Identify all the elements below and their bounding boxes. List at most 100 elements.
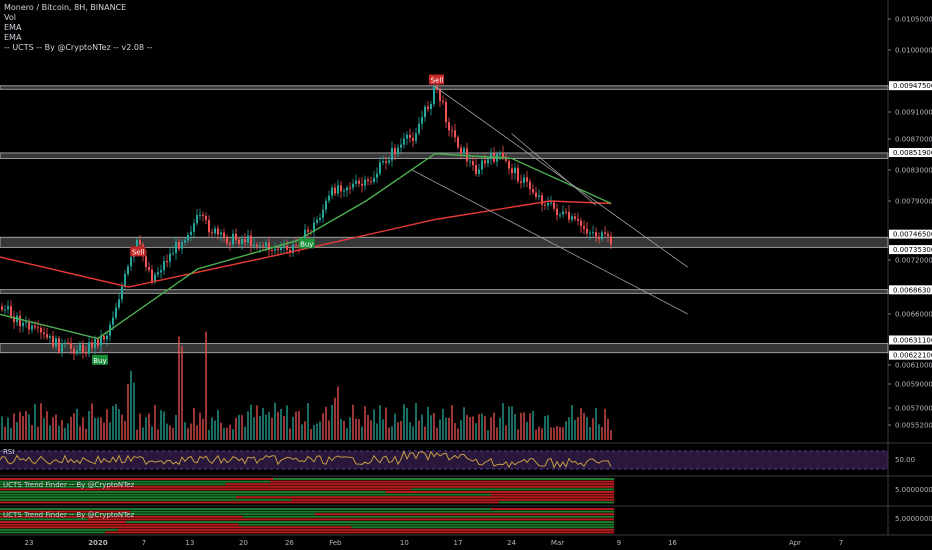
volume-bar: [115, 404, 117, 440]
candle-body: [514, 167, 516, 174]
volume-bar: [67, 423, 69, 440]
volume-bar: [487, 429, 489, 440]
candle-body: [520, 181, 522, 183]
volume-bar: [451, 405, 453, 440]
price-label-box: [889, 285, 932, 295]
candle-body: [82, 344, 84, 353]
volume-bar: [400, 421, 402, 440]
candle-body: [67, 342, 69, 344]
candle-body: [97, 339, 99, 346]
trend-finder-1-bars: [0, 478, 273, 480]
volume-bar: [376, 423, 378, 440]
symbol-title[interactable]: Monero / Bitcoin, 8H, BINANCE: [4, 3, 127, 12]
candle-body: [55, 338, 57, 347]
volume-bar: [421, 414, 423, 440]
support-resistance-zone: [0, 152, 889, 159]
trend-finder-1-bars: [0, 488, 412, 491]
volume-bar: [322, 413, 324, 440]
volume-bar: [208, 429, 210, 440]
candle-body: [250, 235, 252, 247]
volume-bar: [337, 386, 339, 440]
volume-bar: [511, 406, 513, 440]
volume-bar: [373, 409, 375, 440]
candle-body: [238, 239, 240, 244]
volume-bar: [475, 423, 477, 440]
trend-finder-1-bars: [236, 496, 615, 499]
candle-body: [73, 348, 75, 354]
ema-fast-line: [0, 152, 612, 340]
rsi-pane-label[interactable]: RSI: [3, 448, 15, 456]
candle-body: [592, 232, 594, 234]
price-label-box: [889, 350, 932, 360]
trend-finder-2-label[interactable]: UCTS Trend Finder -- By @CryptoNTez: [3, 511, 135, 519]
volume-bar: [328, 420, 330, 440]
volume-bar: [109, 422, 111, 440]
volume-bar: [112, 405, 114, 440]
volume-bar: [151, 426, 153, 440]
volume-bar: [463, 407, 465, 440]
candle-body: [469, 161, 471, 163]
candle-body: [532, 189, 534, 193]
support-resistance-zone: [0, 343, 889, 354]
trend-finder-1-bars: [270, 480, 615, 483]
volume-bar: [445, 417, 447, 440]
volume-bar: [28, 414, 30, 440]
trend-finder-1-bars: [411, 488, 615, 491]
volume-bar: [223, 427, 225, 440]
volume-bar: [43, 418, 45, 440]
candle-body: [376, 173, 378, 178]
indicator-vol[interactable]: Vol: [4, 13, 16, 22]
volume-bar: [1, 416, 3, 440]
candle-body: [400, 144, 402, 148]
volume-bar: [142, 427, 144, 440]
chart-legend: Monero / Bitcoin, 8H, BINANCE Vol EMA EM…: [4, 3, 152, 53]
candle-body: [292, 244, 294, 253]
volume-bar: [364, 406, 366, 440]
volume-bar: [553, 427, 555, 440]
volume-bar: [178, 336, 180, 440]
volume-bar: [97, 417, 99, 440]
indicator-ema-2[interactable]: EMA: [4, 33, 22, 42]
trend-finder-1-bars: [0, 493, 491, 496]
volume-bar: [457, 428, 459, 440]
indicator-ema-1[interactable]: EMA: [4, 23, 22, 32]
volume-bar: [526, 421, 528, 440]
volume-bar: [295, 411, 297, 440]
volume-bar: [544, 416, 546, 440]
volume-bar: [571, 405, 573, 440]
candle-body: [139, 239, 141, 245]
volume-bar: [493, 412, 495, 440]
candle-body: [325, 200, 327, 210]
time-tick-label: 13: [185, 539, 194, 547]
volume-bar: [331, 404, 333, 440]
volume-bar: [409, 422, 411, 440]
candle-body: [340, 185, 342, 192]
candle-body: [577, 218, 579, 221]
indicator-ucts[interactable]: -- UCTS -- By @CryptoNTez -- v2.08 --: [4, 43, 153, 52]
trend-finder-2-bars: [351, 526, 615, 529]
volume-bar: [16, 422, 18, 440]
candle-body: [184, 240, 186, 243]
candle-body: [262, 245, 264, 247]
candle-body: [43, 332, 45, 335]
volume-bar: [391, 426, 393, 440]
volume-bar: [139, 413, 141, 440]
trend-finder-2-bars: [0, 510, 131, 513]
trend-finder-1-value: 5.00000000: [895, 486, 932, 494]
candle-body: [418, 123, 420, 134]
volume-bar: [481, 413, 483, 440]
volume-bar: [403, 404, 405, 440]
volume-bar: [385, 407, 387, 440]
trend-finder-1-label[interactable]: UCTS Trend Finder -- By @CryptoNTez: [3, 481, 135, 489]
candle-body: [7, 306, 9, 310]
volume-bar: [64, 427, 66, 440]
candle-body: [52, 336, 54, 347]
candle-body: [529, 181, 531, 190]
volume-bar: [433, 412, 435, 440]
candle-body: [511, 168, 513, 174]
candle-body: [538, 195, 540, 197]
time-tick-label: 7: [142, 539, 146, 547]
